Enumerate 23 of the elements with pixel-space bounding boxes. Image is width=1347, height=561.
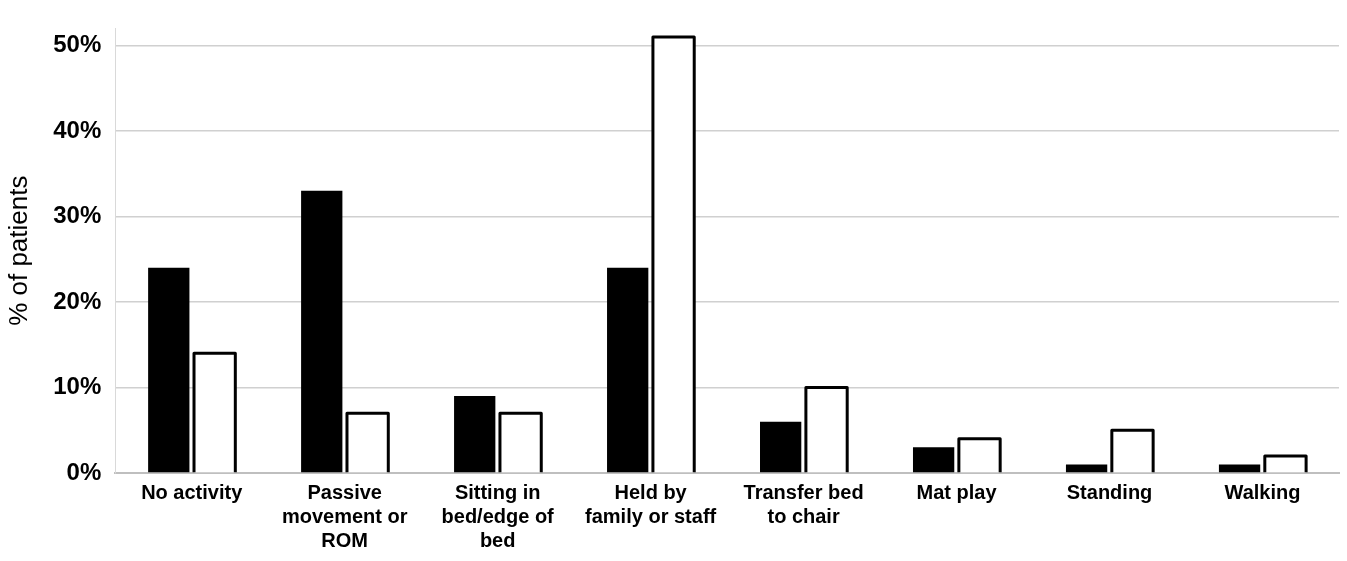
y-tick-label: 40% [53,115,102,143]
x-tick-label: Passive movement or ROM [281,480,408,551]
x-tick-label: No activity [141,480,244,503]
bar [760,421,802,473]
x-tick-label: Standing [1066,480,1153,503]
x-tick-label: Mat play [916,480,998,503]
x-tick-label: Held by family or staff [585,480,717,527]
bar [1218,464,1261,473]
y-axis-title: % of patients [2,175,33,326]
bar [454,396,496,473]
y-tick-label: 0% [66,457,102,485]
x-tick-label: Transfer bed to chair [743,480,864,527]
bar [607,267,649,473]
bar [1065,464,1108,473]
bar [148,267,190,473]
x-tick-label: Sitting in bed/edge of bed [441,480,555,551]
bar [301,190,343,473]
y-tick-label: 20% [53,286,102,314]
y-tick-label: 30% [53,201,102,229]
y-tick-label: 10% [53,372,102,400]
bar [912,447,955,473]
y-tick-label: 50% [53,30,102,58]
x-tick-label: Walking [1224,480,1301,503]
